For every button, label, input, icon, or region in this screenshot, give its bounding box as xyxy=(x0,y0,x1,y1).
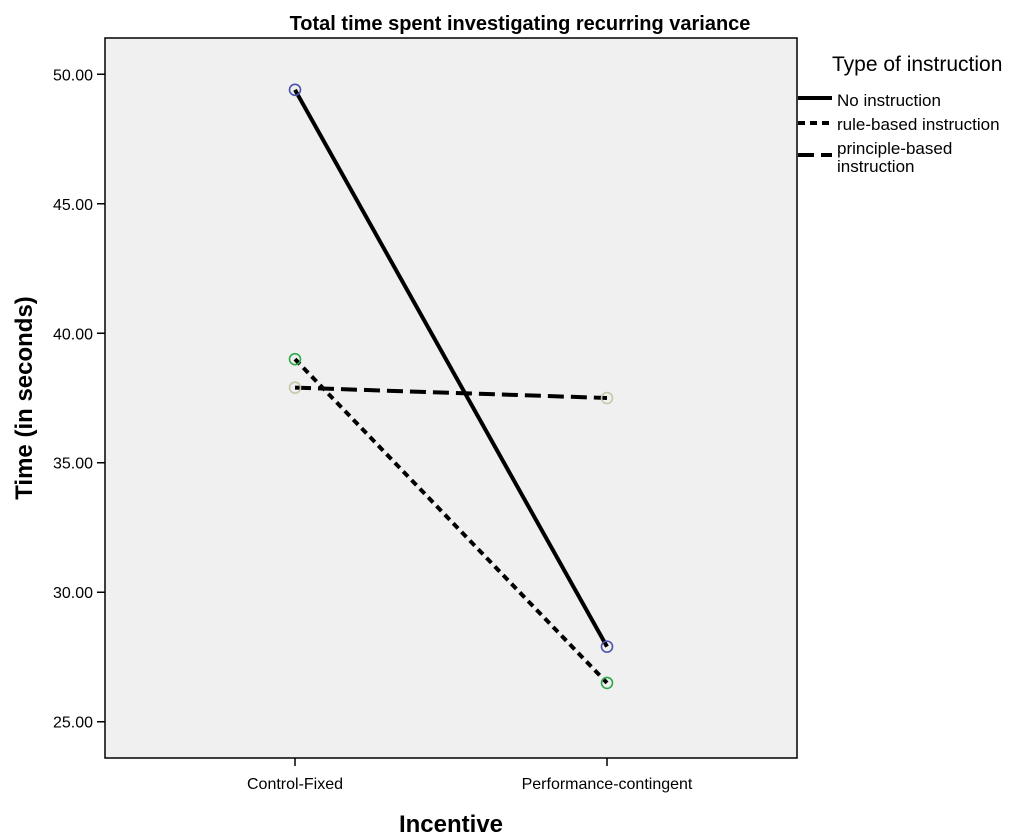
legend-label-principle-based-line-1: principle-based xyxy=(837,139,952,158)
plot-area xyxy=(104,37,798,759)
y-tick-label-4: 45.00 xyxy=(53,197,93,214)
chart-title: Total time spent investigating recurring… xyxy=(290,13,751,35)
legend-label-rule-based: rule-based instruction xyxy=(837,115,1000,134)
series-1-point-0 xyxy=(288,352,302,366)
x-tick-label-0: Control-Fixed xyxy=(247,776,343,793)
legend-label-no-instruction: No instruction xyxy=(837,91,941,110)
series-2-point-0 xyxy=(288,381,302,394)
legend-label-principle-based: principle-based instruction xyxy=(837,139,957,176)
y-tick-label-5: 50.00 xyxy=(53,67,93,84)
y-tick-label-3: 40.00 xyxy=(53,326,93,343)
series-1-point-1 xyxy=(600,676,614,690)
legend-title: Type of instruction xyxy=(832,53,1002,76)
y-axis-title: Time (in seconds) xyxy=(11,296,38,500)
series-layer xyxy=(288,83,614,690)
series-2-point-1 xyxy=(600,391,614,405)
series-line-2 xyxy=(294,385,608,400)
y-tick-label-1: 30.00 xyxy=(53,585,93,602)
x-axis: Control-Fixed Performance-contingent xyxy=(247,758,693,793)
legend: Type of instruction No instruction rule-… xyxy=(798,53,1002,176)
series-0-point-1 xyxy=(600,640,614,653)
series-line-1 xyxy=(293,357,609,685)
x-tick-label-1: Performance-contingent xyxy=(522,776,693,793)
y-axis: 25.00 30.00 35.00 40.00 45.00 50.00 xyxy=(53,67,105,732)
series-line-0 xyxy=(293,88,609,648)
x-axis-title: Incentive xyxy=(399,811,503,837)
y-tick-label-0: 25.00 xyxy=(53,715,93,732)
legend-label-principle-based-line-2: instruction xyxy=(837,157,914,176)
y-tick-label-2: 35.00 xyxy=(53,456,93,473)
series-0-point-0 xyxy=(288,83,302,97)
